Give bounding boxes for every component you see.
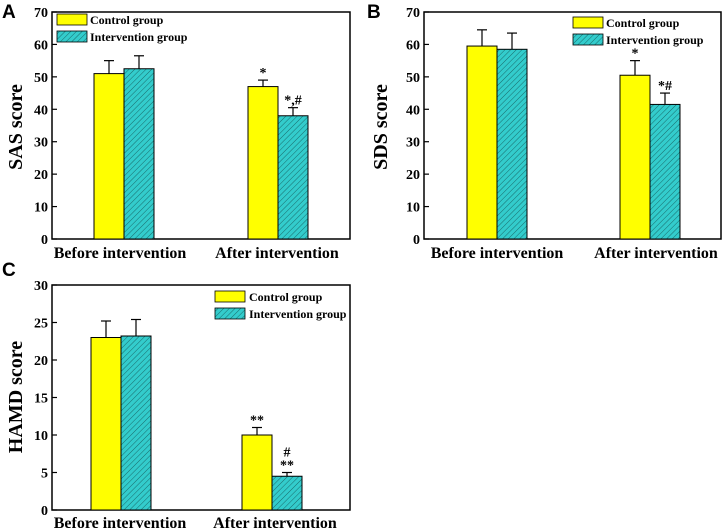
legend-intervention-swatch [56,30,88,43]
significance-label: # [284,446,291,461]
legend-control-swatch [214,290,246,303]
panel-c-yaxis: 0 5 10 15 20 25 30 [34,279,57,519]
bar-intervention-0 [123,68,155,240]
legend-control-swatch [56,13,88,26]
significance-label: *# [658,79,672,94]
legend-control-label: Control group [249,290,323,304]
ytick-label: 25 [34,317,48,332]
panel-a-yaxis: 0 10 20 30 40 50 60 70 [34,6,57,248]
panel-c-ylabel: HAMD score [5,341,27,453]
ytick-label: 10 [34,201,48,216]
ytick-label: 10 [406,201,420,216]
ytick-label: 70 [34,6,48,21]
legend-control-swatch [572,16,604,29]
ytick-label: 30 [406,136,420,151]
panel-b-bars: * *# [466,29,681,240]
panel-a: A SAS score 0 10 20 30 40 50 60 70 * *,# Before … [2,2,351,262]
legend-control-label: Control group [606,16,680,30]
panel-a-ylabel: SAS score [5,84,27,170]
legend-intervention-label: Intervention group [249,307,347,321]
legend-control-label: Control group [90,13,164,27]
panel-c-bars: **#** [90,318,303,511]
bar-intervention-0 [496,48,528,240]
ytick-label: 10 [34,429,48,444]
panel-c-letter: C [2,260,16,281]
bar-control-1 [247,86,279,240]
ytick-label: 60 [406,38,420,53]
panel-b-legend: Control group Intervention group [572,16,704,47]
panel-b-yaxis: 0 10 20 30 40 50 60 70 [406,6,429,248]
bar-control-0 [90,337,122,511]
ytick-label: 50 [406,71,420,86]
legend-intervention-label: Intervention group [606,33,704,47]
panel-a-category-before: Before intervention [54,245,187,262]
bar-control-0 [93,73,125,240]
significance-label: ** [280,459,294,474]
ytick-label: 40 [34,103,48,118]
ytick-label: 5 [41,467,48,482]
ytick-label: 0 [41,233,48,248]
ytick-label: 20 [406,168,420,183]
ytick-label: 30 [34,279,48,294]
legend-intervention-swatch [214,307,246,320]
ytick-label: 70 [406,6,420,21]
panel-c-category-after: After intervention [213,515,337,531]
bar-intervention-1 [649,103,681,240]
bar-intervention-0 [120,335,152,511]
panel-a-bars: * *,# [93,55,309,240]
ytick-label: 60 [34,38,48,53]
panel-a-category-after: After intervention [215,245,339,262]
bar-control-1 [619,74,651,240]
legend-intervention-swatch [572,33,604,46]
panel-b-frame [423,11,722,240]
bar-control-1 [241,434,273,511]
panel-a-letter: A [2,2,16,23]
panel-a-legend: Control group Intervention group [56,13,188,44]
panel-c-legend: Control group Intervention group [214,290,347,321]
panel-b-category-before: Before intervention [431,245,564,262]
panel-b-letter: B [367,2,381,23]
significance-label: * [260,66,267,81]
panel-b-ylabel: SDS score [370,84,392,170]
ytick-label: 30 [34,136,48,151]
ytick-label: 20 [34,354,48,369]
ytick-label: 40 [406,103,420,118]
panel-b: B SDS score 0 10 20 30 40 50 60 70 * *# Before i… [367,2,722,262]
ytick-label: 50 [34,71,48,86]
legend-intervention-label: Intervention group [90,30,188,44]
ytick-label: 20 [34,168,48,183]
panel-c-category-before: Before intervention [54,515,187,531]
significance-label: * [632,47,639,62]
significance-label: ** [250,414,264,429]
ytick-label: 0 [41,504,48,519]
ytick-label: 0 [413,233,420,248]
significance-label: *,# [284,94,302,109]
ytick-label: 15 [34,392,48,407]
panel-b-category-after: After intervention [594,245,718,262]
bar-intervention-1 [277,115,309,240]
panel-a-frame [51,11,351,240]
bar-control-0 [466,45,498,240]
bar-intervention-1 [271,475,303,511]
